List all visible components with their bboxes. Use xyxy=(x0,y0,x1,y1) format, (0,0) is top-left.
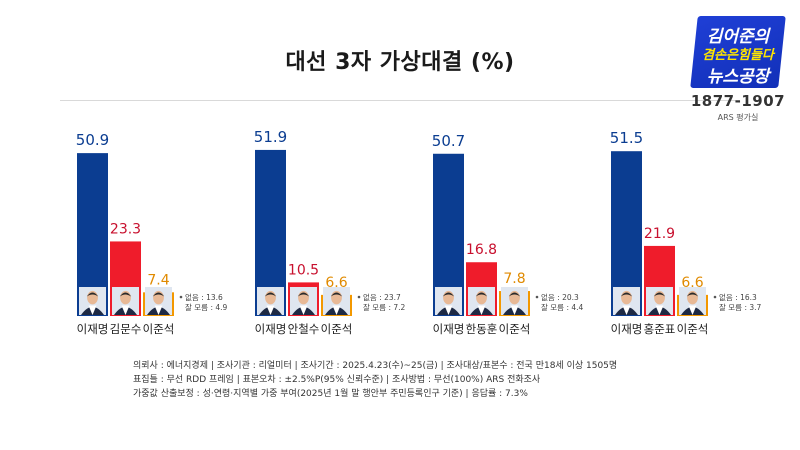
photo-hair xyxy=(620,292,633,297)
category-label: 이재명 xyxy=(611,322,643,336)
poll-chart-4: 51.5 이재명 21.9 홍준표 6.6 이준석 없음 : 16.3잘 모름 : 3.7 xyxy=(610,129,762,336)
photo-hair xyxy=(297,292,310,297)
side-note: 없음 : 13.6 xyxy=(185,293,223,302)
photo-hair xyxy=(653,292,666,297)
data-label: 50.9 xyxy=(76,131,109,149)
footnote-line-2: 표집틀 : 무선 RDD 프레임 | 표본오차 : ±2.5%P(95% 신뢰수… xyxy=(133,375,541,385)
photo-collar xyxy=(299,305,308,315)
candidate-photo-icon xyxy=(323,287,350,315)
title-divider xyxy=(60,100,740,101)
candidate-photo-icon xyxy=(112,287,139,315)
logo-line-3: 뉴스공장 xyxy=(706,67,770,87)
footnote-line-3: 가중값 산출보정 : 성·연령·지역별 가중 부여(2025년 1월 말 행안부… xyxy=(133,389,528,399)
photo-hair xyxy=(119,292,132,297)
side-note: 없음 : 23.7 xyxy=(363,293,401,302)
data-label: 23.3 xyxy=(110,221,141,237)
survey-footnote: 의뢰사 : 에너지경제 | 조사기관 : 리얼미터 | 조사기간 : 2025.… xyxy=(133,359,693,401)
footnote-line-1: 의뢰사 : 에너지경제 | 조사기관 : 리얼미터 | 조사기간 : 2025.… xyxy=(133,361,618,371)
photo-collar xyxy=(154,305,163,315)
candidate-photo-icon xyxy=(679,287,706,315)
category-label: 이재명 xyxy=(433,322,465,336)
photo-collar xyxy=(622,305,631,315)
photo-hair xyxy=(86,292,99,297)
data-label: 51.5 xyxy=(610,129,643,147)
candidate-photo-icon xyxy=(290,287,317,315)
category-label: 이준석 xyxy=(321,322,353,336)
note-bullet xyxy=(357,295,361,299)
category-label: 이재명 xyxy=(77,322,109,336)
logo-phone-number: 1877-1907 xyxy=(690,92,786,110)
category-label: 한동훈 xyxy=(466,322,498,336)
poll-chart-2: 51.9 이재명 10.5 안철수 6.6 이준석 없음 : 23.7잘 모름 : 7.2 xyxy=(254,128,406,336)
candidate-photo-icon xyxy=(501,287,528,315)
photo-collar xyxy=(444,305,453,315)
side-note: 잘 모름 : 3.7 xyxy=(719,303,762,312)
photo-hair xyxy=(475,292,488,297)
photo-collar xyxy=(688,305,697,315)
photo-collar xyxy=(121,305,130,315)
candidate-photo-icon xyxy=(79,287,106,315)
photo-hair xyxy=(686,292,699,297)
news-factory-logo: 김어준의 겸손은힘들다 뉴스공장 1877-1907 ARS 평가실 xyxy=(688,16,788,124)
candidate-photo-icon xyxy=(468,287,495,315)
candidate-photo-icon xyxy=(646,287,673,315)
side-note: 없음 : 20.3 xyxy=(541,293,579,302)
photo-collar xyxy=(510,305,519,315)
photo-hair xyxy=(264,292,277,297)
category-label: 김문수 xyxy=(110,322,142,336)
photo-collar xyxy=(88,305,97,315)
logo-ars-label: ARS 평가실 xyxy=(717,113,759,122)
photo-hair xyxy=(152,292,165,297)
data-label: 10.5 xyxy=(288,262,319,278)
data-label: 16.8 xyxy=(466,242,497,258)
data-label: 7.8 xyxy=(503,271,525,287)
category-label: 이준석 xyxy=(499,322,531,336)
poll-chart-1: 50.9 이재명 23.3 김문수 7.4 이준석 없음 : 13.6잘 모름 : 4.9 xyxy=(76,131,228,336)
side-note: 잘 모름 : 4.4 xyxy=(541,303,584,312)
photo-collar xyxy=(332,305,341,315)
data-label: 7.4 xyxy=(147,272,169,288)
note-bullet xyxy=(179,295,183,299)
side-note: 없음 : 16.3 xyxy=(719,293,757,302)
category-label: 이재명 xyxy=(255,322,287,336)
candidate-photo-icon xyxy=(613,287,640,315)
page-title: 대선 3자 가상대결 (%) xyxy=(285,50,515,75)
logo-line-1: 김어준의 xyxy=(706,27,770,47)
photo-collar xyxy=(266,305,275,315)
photo-hair xyxy=(330,292,343,297)
category-label: 이준석 xyxy=(677,322,709,336)
poll-chart-3: 50.7 이재명 16.8 한동훈 7.8 이준석 없음 : 20.3잘 모름 : 4.4 xyxy=(432,132,584,336)
side-note: 잘 모름 : 7.2 xyxy=(363,303,406,312)
category-label: 홍준표 xyxy=(644,322,676,336)
photo-collar xyxy=(655,305,664,315)
side-note: 잘 모름 : 4.9 xyxy=(185,303,228,312)
candidate-photo-icon xyxy=(257,287,284,315)
data-label: 6.6 xyxy=(681,275,703,291)
data-label: 21.9 xyxy=(644,226,675,242)
candidate-photo-icon xyxy=(145,287,172,315)
photo-collar xyxy=(477,305,486,315)
data-label: 50.7 xyxy=(432,132,465,150)
note-bullet xyxy=(535,295,539,299)
photo-hair xyxy=(442,292,455,297)
data-label: 6.6 xyxy=(325,275,347,291)
category-label: 이준석 xyxy=(143,322,175,336)
category-label: 안철수 xyxy=(288,322,320,336)
logo-line-2: 겸손은힘들다 xyxy=(702,48,774,63)
note-bullet xyxy=(713,295,717,299)
candidate-photo-icon xyxy=(435,287,462,315)
data-label: 51.9 xyxy=(254,128,287,146)
photo-hair xyxy=(508,292,521,297)
